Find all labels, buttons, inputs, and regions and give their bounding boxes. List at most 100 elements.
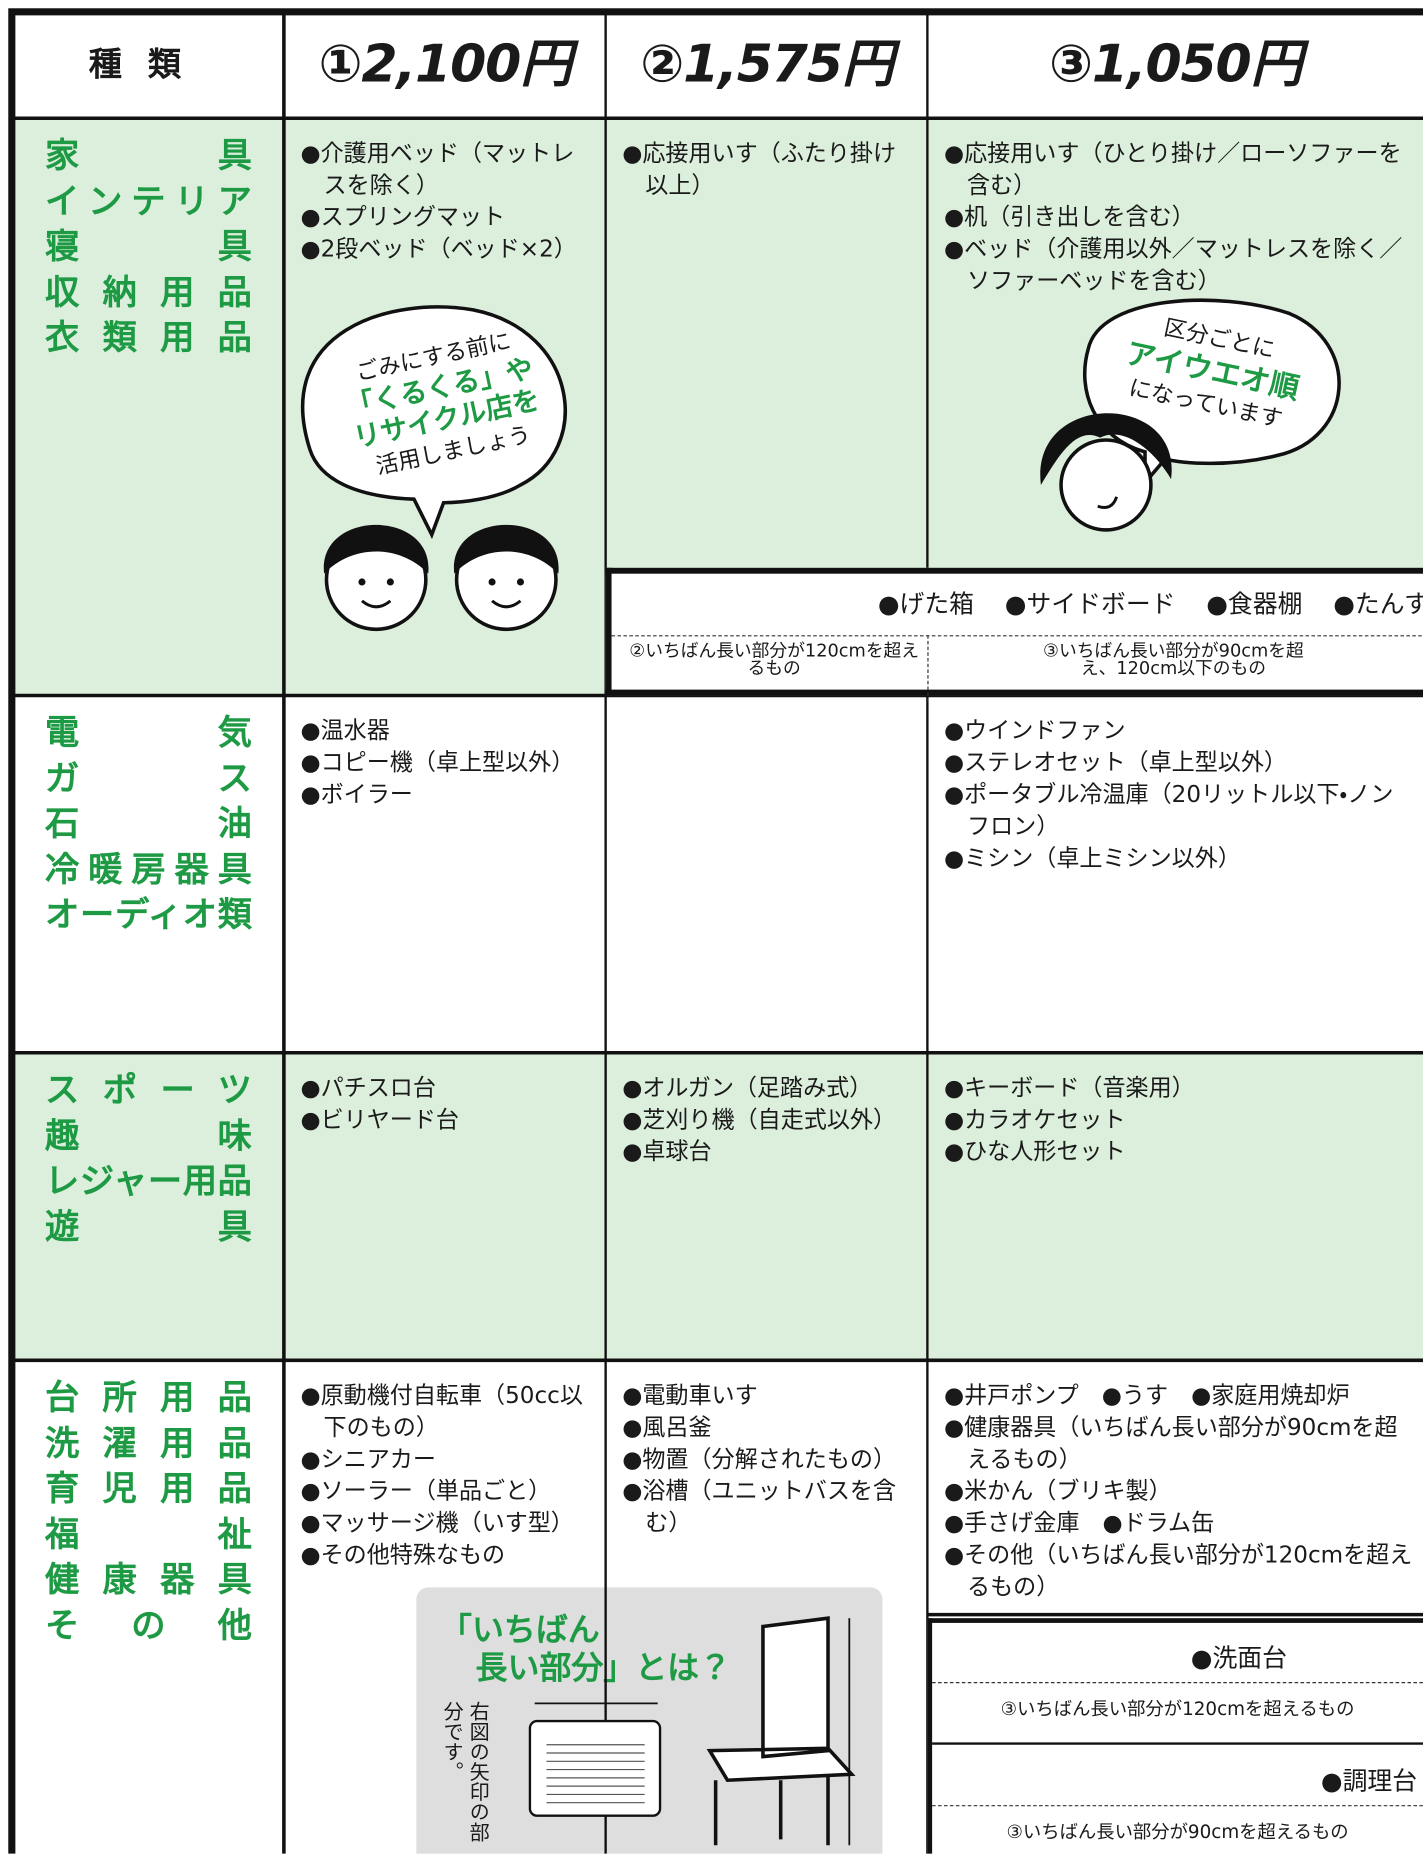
note: ②いちばん長い部分が120cmを超えるもの [629, 639, 920, 679]
item-list: ●電動車いす ●風呂釜 ●物置（分解されたもの） ●浴槽（ユニットバスを含む） [622, 1379, 918, 1539]
separator [932, 1742, 1423, 1745]
item: ●その他特殊なもの [300, 1541, 506, 1569]
item: ●ビリヤード台 [300, 1105, 459, 1134]
category-line: 遊具 [44, 1205, 252, 1247]
item: ●原動機付自転車（50cc以下のもの） [300, 1381, 583, 1441]
item-list: ●温水器 ●コピー機（卓上型以外） ●ボイラー [300, 714, 596, 810]
header-price: ③1,050円 [1048, 34, 1303, 95]
item: ●浴槽（ユニットバスを含む） [622, 1477, 897, 1537]
shared-item: ●たんす [1333, 590, 1423, 619]
hair [1040, 413, 1172, 485]
category: 台所用品 洗濯用品 育児用品 福祉 健康器具 その他 [45, 1375, 252, 1648]
smile [491, 599, 522, 609]
shared-item: ●げた箱 [877, 590, 975, 619]
item: ●芝刈り機（自走式以外） [622, 1105, 897, 1134]
item: ●コピー機（卓上型以外） [300, 748, 575, 776]
item: ●米かん（ブリキ製） [943, 1477, 1172, 1505]
item: ●物置（分解されたもの） [622, 1445, 897, 1473]
category-line: その他 [44, 1604, 252, 1645]
item: ●ベッド（介護用以外／マットレスを除く／ソファーベッドを含む） [943, 235, 1403, 295]
item: ●2段ベッド（ベッド×2） [300, 235, 577, 263]
item: ●卓球台 [622, 1137, 712, 1166]
category: 家具 インテリア 寝具 収納用品衣類用品 [45, 132, 252, 360]
extra-item: ●調理台 [1320, 1767, 1418, 1796]
shared-item: ●サイドボード [1004, 590, 1176, 619]
item: ●応接用いす（ひとり掛け／ローソファーを含む） [943, 139, 1402, 199]
category-line: 家具 [44, 134, 252, 176]
category-line: インテリア [44, 180, 252, 221]
category-line: 育児用品 [44, 1467, 252, 1509]
bubble [301, 305, 567, 540]
eye [386, 578, 394, 586]
item: ●ウインドファン [943, 716, 1126, 745]
item: ●スプリングマット [300, 203, 506, 231]
eye [488, 578, 496, 586]
item: ●ポータブル冷温庫（20リットル以下・ノンフロン） [943, 780, 1394, 840]
item-list: ●パチスロ台 ●ビリヤード台 [300, 1072, 596, 1136]
item-list: ●ウインドファン ●ステレオセット（卓上型以外） ●ポータブル冷温庫（20リットル以… [944, 714, 1414, 874]
category-line: レジャー用品 [44, 1160, 252, 1201]
item-list: ●応接用いす（ふたり掛け以上） [622, 137, 918, 201]
extra-box: ●洗面台 ③いちばん長い部分が120cmを超えるもの ●調理台 ③いちばん長い部分が9… [927, 1618, 1423, 1854]
note: ③いちばん長い部分が90cmを超えるもの [1006, 1821, 1349, 1843]
longest-part-title: 長い部分」とは？ [475, 1650, 732, 1687]
shared-item: ●食器棚 [1206, 590, 1303, 619]
smile [1097, 496, 1119, 509]
item: ●カラオケセット [943, 1105, 1126, 1134]
appliance [528, 1719, 662, 1817]
category-line: 収納用品 [44, 271, 252, 312]
eye [358, 578, 366, 586]
item: ●キーボード（音楽用） [943, 1074, 1195, 1102]
category-line: 衣類用品 [44, 317, 252, 358]
category-line: 寝具 [44, 225, 252, 267]
item-list: ●原動機付自転車（50cc以下のもの） ●シニアカー ●ソーラー（単品ごと） ●マッサ… [300, 1379, 596, 1571]
face [1059, 438, 1153, 532]
item: ●机（引き出しを含む） [943, 203, 1195, 231]
dashed-line [932, 1682, 1423, 1684]
item: ●応接用いす（ふたり掛け以上） [622, 139, 897, 199]
shared-item-line: ●げた箱 ●サイドボード ●食器棚 ●たんす [612, 588, 1423, 621]
item: ●ひな人形セット [943, 1137, 1126, 1166]
category-line: ガス [44, 757, 252, 798]
item: ●マッサージ機（いす型） [300, 1509, 574, 1537]
item: ●ボイラー [300, 780, 413, 808]
header-category: 種類 [88, 44, 208, 84]
item-list: ●応接用いす（ひとり掛け／ローソファーを含む） ●机（引き出しを含む） ●ベッド（介… [944, 137, 1414, 297]
hair [323, 524, 429, 574]
item: ●ソーラー（単品ごと） [300, 1477, 552, 1505]
item: ●電動車いす [622, 1381, 758, 1409]
row-background [11, 1052, 1423, 1361]
shared-box: ●げた箱 ●サイドボード ●食器棚 ●たんす ②いちばん長い部分が120cmを超えるもの… [605, 567, 1423, 702]
smile [361, 599, 392, 609]
category-line: 洗濯用品 [44, 1422, 252, 1463]
category-line: 電気 [44, 712, 252, 753]
category-line: 台所用品 [44, 1376, 252, 1418]
item: ●風呂釜 [622, 1413, 712, 1441]
item: ●ステレオセット（卓上型以外） [943, 748, 1287, 776]
item: ●健康器具（いちばん長い部分が90cmを超えるもの） [943, 1413, 1398, 1473]
item: ●ミシン（卓上ミシン以外） [943, 844, 1241, 872]
item: ●パチスロ台 [300, 1074, 436, 1102]
item: ●温水器 [300, 716, 390, 745]
dashed-divider [927, 635, 929, 702]
longest-part-title: 「いちばん [440, 1612, 600, 1649]
header-price: ②1,575円 [640, 34, 894, 95]
header-price: ①2,100円 [318, 34, 573, 95]
category-line: 健康器具 [44, 1559, 252, 1600]
note: ③いちばん長い部分が90cmを超え、120cm以下のもの [1043, 639, 1304, 679]
item: ●手さげ金庫 ●ドラム缶 [943, 1509, 1215, 1537]
item: ●シニアカー [300, 1445, 436, 1473]
item: ●オルガン（足踏み式） [622, 1074, 873, 1102]
dashed-line [932, 1805, 1423, 1807]
extra-item: ●洗面台 [1190, 1644, 1287, 1673]
item: ●その他（いちばん長い部分が120cmを超えるもの） [943, 1541, 1413, 1601]
category-line: 石油 [44, 803, 252, 844]
item-list: ●オルガン（足踏み式） ●芝刈り機（自走式以外） ●卓球台 [622, 1072, 918, 1168]
category: 電気 ガス 石油 冷暖房器具 オーディオ類 [45, 710, 252, 938]
chair [706, 1616, 856, 1846]
hair [453, 524, 559, 574]
item: ●介護用ベッド（マットレスを除く） [300, 139, 575, 199]
